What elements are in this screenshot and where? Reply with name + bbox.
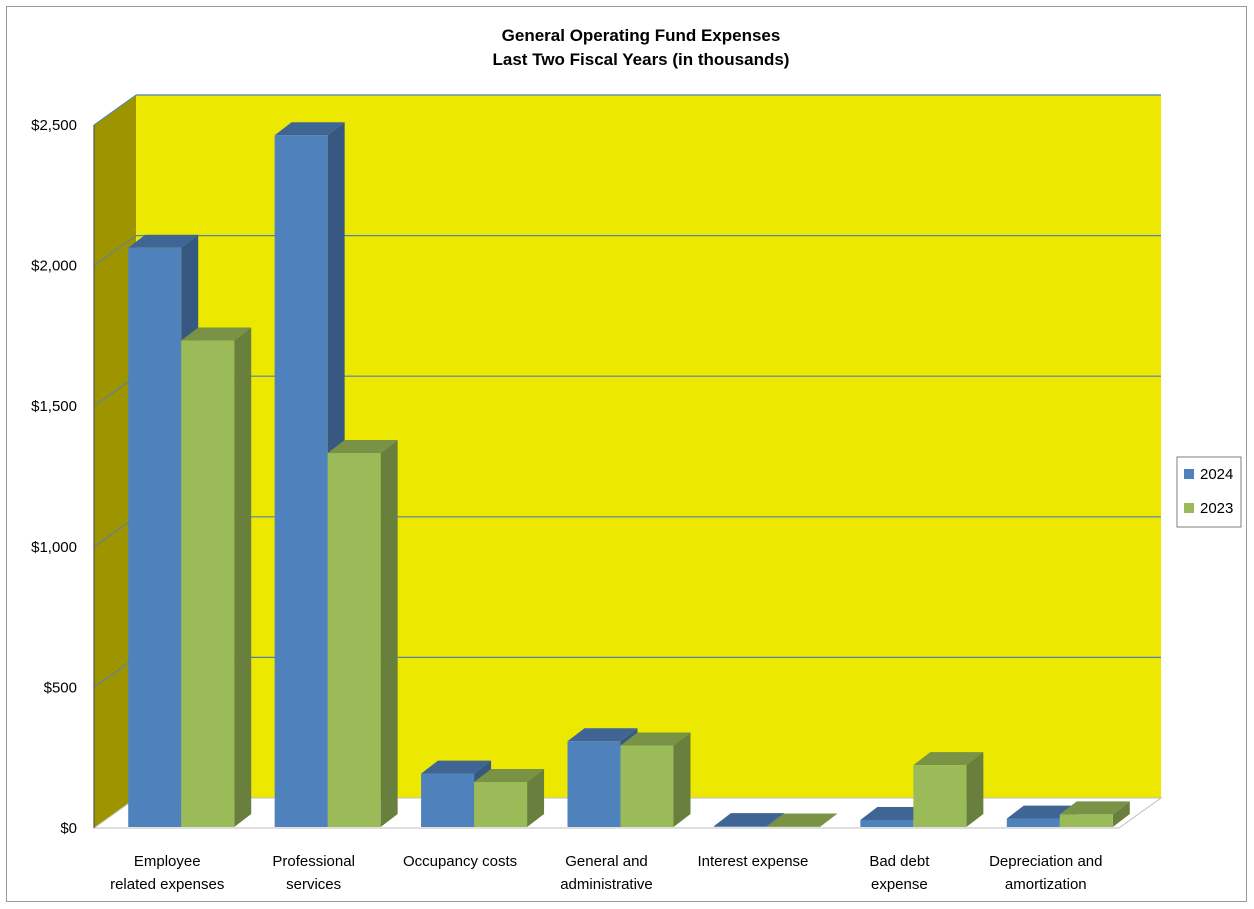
bar-side bbox=[1112, 801, 1130, 827]
bar-2023 bbox=[327, 440, 398, 827]
bar-front bbox=[766, 826, 820, 827]
legend-swatch bbox=[1184, 503, 1194, 513]
bar-top bbox=[181, 327, 252, 341]
bar-front bbox=[1006, 818, 1060, 827]
x-tick-label: Occupancy costs bbox=[403, 853, 517, 870]
bar-top bbox=[1059, 801, 1130, 815]
bar-top bbox=[327, 440, 398, 454]
bar-2023 bbox=[181, 327, 252, 827]
bar-top bbox=[274, 122, 345, 136]
bar-top bbox=[913, 752, 984, 766]
y-tick-label: $2,500 bbox=[31, 117, 77, 134]
bar-top bbox=[713, 813, 784, 827]
bar-2023 bbox=[913, 752, 984, 827]
bar-2023 bbox=[474, 769, 545, 827]
bar-top bbox=[620, 732, 691, 746]
bar-front bbox=[620, 745, 674, 827]
side-wall bbox=[94, 95, 136, 828]
bar-side bbox=[673, 732, 691, 827]
bar-front bbox=[860, 819, 914, 827]
legend-entry: 2024 bbox=[1184, 466, 1233, 483]
bars bbox=[128, 122, 1130, 828]
bar-side bbox=[819, 813, 837, 827]
gridline-side bbox=[93, 235, 137, 267]
legend-label: 2024 bbox=[1200, 466, 1233, 483]
bar-front bbox=[713, 826, 767, 827]
bar-top bbox=[860, 806, 931, 820]
bar-front bbox=[1059, 814, 1113, 827]
chart-title: General Operating Fund Expenses Last Two… bbox=[493, 26, 790, 69]
bar-front bbox=[327, 453, 381, 827]
bar-front bbox=[567, 741, 621, 827]
legend: 2024 2023 bbox=[1176, 456, 1242, 528]
bar-front bbox=[421, 773, 475, 827]
bar-side bbox=[966, 752, 984, 827]
bar-2023 bbox=[620, 732, 691, 827]
legend-box bbox=[1176, 456, 1242, 528]
bar-top bbox=[1006, 805, 1077, 819]
x-tick-label: Employee related expenses bbox=[110, 853, 224, 893]
bar-front bbox=[474, 782, 528, 827]
plot-walls bbox=[92, 95, 1163, 829]
bar-top bbox=[128, 234, 199, 248]
bar-side bbox=[234, 327, 252, 827]
bar-top bbox=[567, 728, 638, 742]
x-tick-label: General and administrative bbox=[560, 853, 653, 893]
y-tick-label: $0 bbox=[60, 820, 77, 837]
chart-title-line-1: General Operating Fund Expenses bbox=[502, 26, 781, 45]
y-tick-label: $2,000 bbox=[31, 258, 77, 275]
bar-top bbox=[766, 813, 837, 827]
bar-front bbox=[274, 135, 328, 828]
legend-entry: 2023 bbox=[1184, 500, 1233, 517]
bar-front bbox=[128, 247, 182, 827]
gridline-side bbox=[93, 94, 137, 126]
bar-top bbox=[474, 769, 545, 783]
legend-swatch bbox=[1184, 469, 1194, 479]
x-tick-label: Depreciation and amortization bbox=[989, 853, 1102, 893]
bar-chart: General Operating Fund Expenses Last Two… bbox=[31, 26, 1242, 893]
bar-front bbox=[913, 765, 967, 827]
legend-label: 2023 bbox=[1200, 500, 1233, 517]
bar-2023 bbox=[1059, 801, 1130, 827]
bar-front bbox=[181, 340, 235, 827]
x-tick-label: Interest expense bbox=[697, 853, 808, 870]
chart-frame: General Operating Fund Expenses Last Two… bbox=[6, 6, 1247, 902]
x-tick-label: Professional services bbox=[272, 853, 355, 893]
bar-top bbox=[421, 760, 492, 774]
bar-2023 bbox=[766, 813, 837, 827]
x-axis: Employee related expenses Professional serv… bbox=[110, 853, 1102, 893]
chart-title-line-2: Last Two Fiscal Years (in thousands) bbox=[493, 50, 790, 69]
bar-side bbox=[527, 769, 545, 827]
y-axis: $0 $500 $1,000 $1,500 $2,000 $2,500 bbox=[31, 117, 95, 837]
y-tick-label: $1,500 bbox=[31, 398, 77, 415]
y-tick-label: $1,000 bbox=[31, 539, 77, 556]
y-tick-label: $500 bbox=[44, 679, 77, 696]
bar-side bbox=[380, 440, 398, 827]
x-tick-label: Bad debt expense bbox=[869, 853, 930, 893]
